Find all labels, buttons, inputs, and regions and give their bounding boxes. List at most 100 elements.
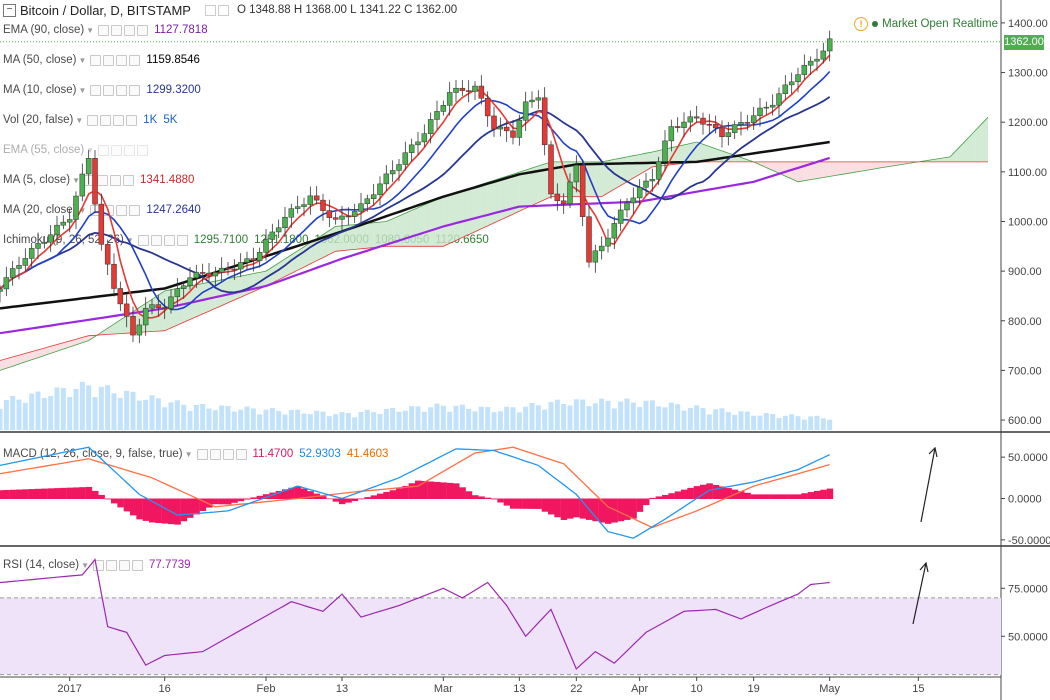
ichimoku-cloud — [348, 224, 355, 251]
legend-controls[interactable] — [92, 559, 143, 571]
dropdown-icon[interactable]: ▼ — [78, 205, 87, 215]
dropdown-icon[interactable]: ▼ — [81, 560, 89, 570]
legend-row[interactable]: MA (20, close) ▼ 1247.2640 — [0, 200, 207, 220]
macd-histogram-bar — [358, 498, 365, 500]
ichimoku-cloud — [798, 161, 805, 182]
ichimoku-cloud — [392, 215, 399, 247]
candle-body — [41, 241, 48, 244]
dropdown-icon[interactable]: ▼ — [72, 175, 81, 185]
macd-histogram-bar — [389, 490, 397, 500]
ichimoku-cloud — [487, 180, 494, 226]
macd-histogram-bar — [491, 498, 498, 500]
collapse-icon[interactable]: − — [3, 3, 16, 17]
warning-icon[interactable]: ! — [854, 17, 869, 31]
candle-body — [408, 144, 415, 153]
legend-value: 1127.7818 — [154, 24, 208, 36]
macd-histogram-bar — [497, 498, 504, 503]
ma50-line — [0, 140, 830, 310]
legend-controls[interactable] — [137, 234, 188, 246]
dropdown-icon[interactable]: ▼ — [184, 449, 193, 459]
macd-histogram-bar — [700, 484, 707, 500]
price-axis-tick-label: 1100.00 — [1008, 167, 1047, 179]
candle-body — [776, 93, 782, 106]
rsi-band — [0, 597, 1001, 675]
volume-bar — [364, 409, 370, 430]
volume-bar — [54, 387, 60, 430]
volume-bar — [624, 398, 630, 430]
legend-row[interactable]: Vol (20, false) ▼ 1K 5K — [0, 110, 183, 130]
ichimoku-cloud — [418, 204, 425, 247]
macd-histogram-bar — [22, 489, 29, 500]
legend-row[interactable]: MA (50, close) ▼ 1159.8546 — [0, 50, 206, 70]
volume-bar — [447, 411, 453, 430]
volume-bar — [580, 399, 586, 430]
ichimoku-cloud — [50, 344, 57, 354]
legend-row[interactable]: EMA (90, close) ▼ 1127.7818 — [0, 20, 214, 40]
legend-controls[interactable] — [90, 84, 141, 96]
header-controls[interactable] — [204, 4, 229, 16]
time-axis-label: 13 — [513, 683, 525, 695]
ichimoku-cloud — [867, 161, 874, 171]
dropdown-icon[interactable]: ▼ — [78, 55, 87, 65]
ichimoku-cloud — [677, 144, 684, 165]
ichimoku-cloud — [240, 274, 247, 298]
ichimoku-cloud — [848, 161, 855, 174]
ichimoku-cloud — [44, 346, 51, 356]
legend-controls[interactable] — [87, 114, 138, 126]
ichimoku-cloud — [874, 161, 881, 169]
legend-row[interactable]: MA (10, close) ▼ 1299.3200 — [0, 80, 207, 100]
legend-controls[interactable] — [98, 144, 149, 156]
legend-row[interactable]: MA (5, close) ▼ 1341.4880 — [0, 170, 200, 190]
macd-histogram-bar — [237, 498, 245, 502]
dropdown-icon[interactable]: ▼ — [125, 235, 134, 245]
macd-histogram-bar — [320, 496, 327, 500]
legend-controls[interactable] — [98, 24, 149, 36]
dropdown-icon[interactable]: ▼ — [86, 25, 95, 35]
candle-body — [649, 179, 656, 182]
dropdown-icon[interactable]: ▼ — [86, 145, 95, 155]
candle-body — [535, 97, 542, 101]
volume-bar — [421, 411, 427, 430]
volume-bar — [789, 414, 795, 430]
legend-controls[interactable] — [196, 448, 247, 460]
macd-line — [0, 446, 830, 539]
macd-histogram-bar — [174, 498, 181, 525]
macd-histogram-bar — [35, 488, 42, 500]
symbol-title: Bitcoin / Dollar, D, BITSTAMP — [20, 2, 191, 18]
ichimoku-cloud — [886, 161, 893, 167]
macd-histogram-bar — [782, 494, 789, 500]
candle-body — [66, 219, 73, 223]
volume-bar — [396, 411, 402, 430]
volume-bar — [618, 401, 624, 430]
ichimoku-cloud — [506, 174, 513, 218]
legend-controls[interactable] — [90, 54, 141, 66]
macd-histogram-bar — [655, 496, 663, 500]
ichimoku-cloud — [278, 258, 285, 280]
macd-histogram-bar — [269, 492, 276, 500]
candle-body — [250, 258, 257, 261]
candle-body — [548, 144, 554, 195]
legend-label: EMA (90, close) — [3, 24, 85, 36]
ichimoku-cloud — [962, 137, 969, 162]
ichimoku-cloud — [861, 161, 868, 172]
candle-body — [402, 152, 409, 165]
candle-body — [801, 64, 808, 75]
ichimoku-cloud — [804, 161, 811, 181]
candle-body — [377, 183, 383, 195]
legend-value: 5K — [163, 114, 178, 126]
macd-histogram-bar — [136, 498, 143, 520]
macd-legend[interactable]: MACD (12, 26, close, 9, false, true) ▼ 11.… — [0, 444, 394, 464]
dropdown-icon[interactable]: ▼ — [75, 115, 84, 125]
dropdown-icon[interactable]: ▼ — [78, 85, 87, 95]
candle-body — [269, 231, 276, 240]
candle-body — [750, 115, 757, 123]
volume-bar — [599, 398, 605, 430]
macd-histogram-bar — [421, 481, 428, 500]
candle-body — [358, 203, 364, 212]
rsi-legend[interactable]: RSI (14, close) ▼ 77.7739 — [0, 555, 197, 575]
macd-axis-tick-label: 0.0000 — [1008, 494, 1042, 506]
legend-row[interactable]: EMA (55, close) ▼ — [0, 140, 154, 160]
time-axis-label: May — [819, 683, 840, 695]
candle-body — [579, 164, 586, 217]
